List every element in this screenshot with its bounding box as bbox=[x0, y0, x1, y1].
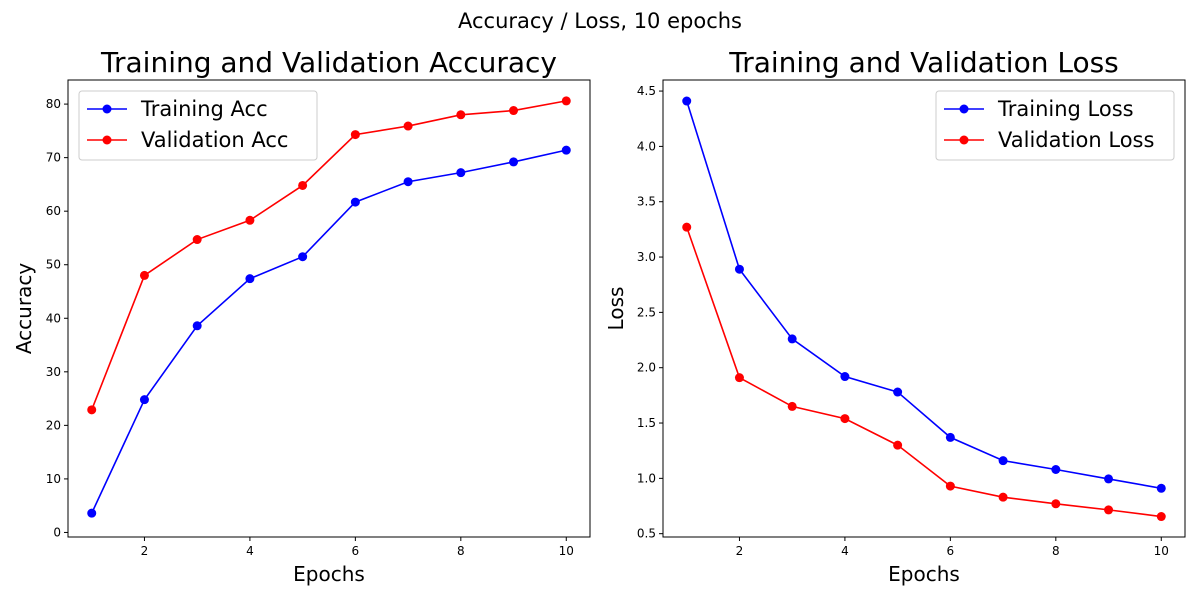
loss-x-tick-label: 10 bbox=[1154, 544, 1169, 558]
accuracy-series-0-point bbox=[403, 177, 413, 187]
loss-legend: Training Loss Validation Loss bbox=[935, 90, 1175, 161]
accuracy-series-0-point bbox=[509, 157, 519, 167]
accuracy-series-0-point bbox=[456, 168, 466, 178]
loss-series-1-point bbox=[945, 481, 955, 491]
loss-chart: Training and Validation Loss 2 4 6 8 10 0.5 1.0… bbox=[604, 46, 1186, 586]
accuracy-legend-label: Validation Acc bbox=[141, 128, 288, 152]
loss-legend-box bbox=[935, 90, 1175, 161]
loss-series-0-point bbox=[1156, 483, 1166, 493]
accuracy-legend-swatch-marker bbox=[102, 104, 112, 114]
accuracy-series-0-point bbox=[350, 197, 360, 207]
accuracy-legend: Training Acc Validation Acc bbox=[78, 90, 318, 161]
accuracy-y-tick-label: 50 bbox=[46, 258, 61, 272]
accuracy-x-tick-label: 8 bbox=[457, 544, 465, 558]
loss-y-tick-label: 3.5 bbox=[637, 195, 656, 209]
loss-legend-swatch-marker bbox=[959, 135, 969, 145]
accuracy-plot-area bbox=[67, 79, 591, 538]
loss-legend-swatch-marker bbox=[959, 104, 969, 114]
loss-series-1-point bbox=[734, 373, 744, 383]
accuracy-x-tick-label: 2 bbox=[141, 544, 149, 558]
accuracy-legend-swatch-marker bbox=[102, 135, 112, 145]
accuracy-x-tick-label: 6 bbox=[352, 544, 360, 558]
loss-series-0-point bbox=[893, 387, 903, 397]
accuracy-x-tick-label: 10 bbox=[559, 544, 574, 558]
accuracy-series-1-point bbox=[245, 215, 255, 225]
accuracy-y-tick-label: 60 bbox=[46, 204, 61, 218]
accuracy-x-axis-label: Epochs bbox=[293, 562, 365, 586]
loss-series-1-point bbox=[893, 440, 903, 450]
accuracy-series-1-point bbox=[561, 96, 571, 106]
accuracy-legend-label: Training Acc bbox=[140, 97, 268, 121]
accuracy-y-tick-label: 10 bbox=[46, 472, 61, 486]
loss-series-0-line bbox=[685, 100, 1162, 490]
accuracy-series-0-point bbox=[298, 252, 308, 262]
accuracy-series-0-point bbox=[139, 395, 149, 405]
loss-series-0-point bbox=[734, 264, 744, 274]
loss-x-tick-label: 2 bbox=[736, 544, 744, 558]
loss-series-0-point bbox=[840, 372, 850, 382]
loss-legend-label: Validation Loss bbox=[998, 128, 1154, 152]
accuracy-series-1-point bbox=[509, 106, 519, 116]
figure-suptitle: Accuracy / Loss, 10 epochs bbox=[458, 9, 742, 33]
loss-series-1-point bbox=[1051, 499, 1061, 509]
accuracy-y-tick-label: 80 bbox=[46, 97, 61, 111]
loss-series-0-point bbox=[787, 334, 797, 344]
accuracy-y-tick-label: 70 bbox=[46, 151, 61, 165]
loss-y-axis-label: Loss bbox=[604, 287, 628, 331]
loss-series-1-line bbox=[685, 226, 1162, 518]
loss-series-1-point bbox=[840, 414, 850, 424]
accuracy-x-tick-label: 4 bbox=[246, 544, 254, 558]
loss-plot-area bbox=[662, 79, 1186, 538]
loss-y-tick-label: 1.5 bbox=[637, 416, 656, 430]
accuracy-series-1-point bbox=[298, 180, 308, 190]
accuracy-series-1-point bbox=[403, 121, 413, 131]
loss-chart-title: Training and Validation Loss bbox=[728, 46, 1119, 79]
loss-y-tick-label: 4.5 bbox=[637, 84, 656, 98]
loss-x-tick-label: 6 bbox=[947, 544, 955, 558]
loss-series-0-point bbox=[1104, 474, 1114, 484]
accuracy-series-1-point bbox=[456, 110, 466, 120]
accuracy-series-1-point bbox=[192, 235, 202, 245]
loss-series-0-point bbox=[945, 432, 955, 442]
accuracy-series-0-point bbox=[245, 274, 255, 284]
loss-series-1-point bbox=[998, 492, 1008, 502]
accuracy-series-0-line bbox=[91, 149, 567, 514]
loss-x-tick-label: 4 bbox=[841, 544, 849, 558]
loss-y-tick-label: 0.5 bbox=[637, 527, 656, 541]
loss-x-axis-label: Epochs bbox=[888, 562, 960, 586]
accuracy-series-1-point bbox=[350, 130, 360, 140]
loss-series-0-point bbox=[998, 456, 1008, 466]
accuracy-y-axis-label: Accuracy bbox=[12, 263, 36, 354]
accuracy-series-1-point bbox=[87, 405, 97, 415]
accuracy-y-tick-label: 20 bbox=[46, 418, 61, 432]
loss-series-1-point bbox=[787, 401, 797, 411]
accuracy-y-tick-label: 0 bbox=[53, 525, 61, 539]
loss-y-tick-label: 4.0 bbox=[637, 139, 656, 153]
loss-series-0-point bbox=[682, 96, 692, 106]
accuracy-y-tick-label: 30 bbox=[46, 365, 61, 379]
accuracy-series-1-point bbox=[139, 270, 149, 280]
accuracy-chart: Training and Validation Accuracy 2 4 6 8 10 0 1… bbox=[12, 46, 591, 586]
loss-legend-label: Training Loss bbox=[997, 97, 1134, 121]
loss-series-1-point bbox=[1104, 505, 1114, 515]
loss-series-0-point bbox=[1051, 465, 1061, 475]
loss-series-1-point bbox=[682, 222, 692, 232]
accuracy-series-0-point bbox=[561, 145, 571, 155]
accuracy-series-0-point bbox=[87, 508, 97, 518]
loss-y-tick-label: 2.0 bbox=[637, 361, 656, 375]
loss-y-tick-label: 2.5 bbox=[637, 305, 656, 319]
loss-y-tick-label: 3.0 bbox=[637, 250, 656, 264]
loss-x-tick-label: 8 bbox=[1052, 544, 1060, 558]
accuracy-chart-title: Training and Validation Accuracy bbox=[100, 46, 557, 79]
accuracy-series-0-point bbox=[192, 321, 202, 331]
accuracy-legend-box bbox=[78, 90, 318, 161]
accuracy-series-1-line bbox=[90, 100, 567, 411]
loss-series-1-point bbox=[1156, 512, 1166, 522]
loss-y-tick-label: 1.0 bbox=[637, 471, 656, 485]
accuracy-y-tick-label: 40 bbox=[46, 311, 61, 325]
